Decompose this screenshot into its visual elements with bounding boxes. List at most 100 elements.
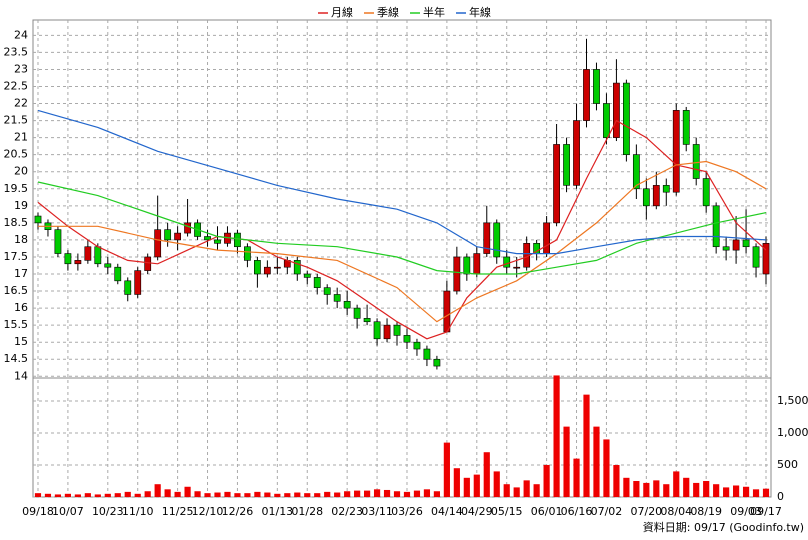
y-tick-label: 16.5 [4,284,29,297]
volume-bar [483,452,490,497]
candle-body [672,110,680,193]
legend-label: 月線 [331,5,353,19]
candle-body [363,318,371,323]
y-tick-label: 20 [14,165,28,178]
x-tick-label: 07/20 [630,505,662,518]
ma-line [37,109,767,255]
y-tick-label: 18.5 [4,216,29,229]
y-tick-label: 17.5 [4,250,29,263]
volume-bar [314,493,321,497]
candle-body [483,222,491,254]
y2-tick-label: 500 [777,458,798,471]
volume-bar [533,484,540,497]
candle-body [603,103,610,138]
x-tick-label: 11/10 [122,505,154,518]
volume-bar [34,493,42,497]
volume-bar [613,465,620,497]
volume-bar [124,491,131,497]
x-tick-label: 08/19 [690,505,722,518]
volume-bar [673,471,680,497]
x-tick-label: 06/16 [561,505,593,518]
ma-line [37,119,767,340]
volume-bar [214,492,221,497]
volume-bar [364,490,371,497]
y-tick-label: 14 [14,369,28,382]
volume-bar [224,491,231,497]
y-tick-label: 15.5 [4,318,29,331]
candle-body [413,341,421,350]
y2-tick-label: 1,000 [777,426,808,439]
volume-bar [433,491,440,497]
candle-body [333,294,341,302]
volume-bar [623,477,630,497]
volume-bar [134,493,141,497]
candle-body [593,69,600,104]
candle-body [323,287,331,295]
volume-bar [553,375,560,497]
x-tick-label: 11/25 [162,505,194,518]
candle-body [154,229,162,258]
legend-label: 年線 [469,5,491,19]
candle-body [642,188,650,207]
candle-body [443,290,451,333]
candle-body [762,243,770,275]
candle-body [702,178,710,207]
y-tick-label: 21 [14,131,28,144]
candle-body [94,246,102,265]
volume-bar [663,484,670,497]
volume-bar [144,491,151,497]
y-tick-label: 16 [14,301,28,314]
x-tick-label: 06/01 [531,505,563,518]
volume-bar [633,481,640,497]
y-tick-label: 14.5 [4,352,29,365]
volume-bar [204,493,211,497]
candle-body [373,321,381,340]
y-tick-label: 19.5 [4,182,29,195]
x-tick-label: 01/28 [291,505,323,518]
candle-body [214,239,221,244]
candle-body [682,110,690,145]
y-tick-label: 23.5 [4,45,29,58]
candle-body [742,239,750,248]
candle-body [293,260,301,275]
candle-body [503,256,511,268]
x-tick-label: 04/29 [461,505,493,518]
candle-body [353,307,361,319]
candle-body [662,185,670,193]
volume-bar [184,486,191,497]
volume-bar [752,489,760,497]
volume-bar [234,493,241,497]
volume-bar [413,490,421,497]
ma-line [38,160,767,323]
volume-bar [513,487,520,497]
candle-body [144,256,152,271]
volume-bar [543,465,550,497]
legend-label: 半年 [423,5,445,19]
volume-bar [244,493,251,497]
candle-body [273,266,281,269]
volume-bar [74,494,81,497]
volume-bar [443,442,450,497]
candle-body [254,260,261,275]
volume-bar [44,493,52,497]
candle-body [732,239,740,251]
x-tick-label: 02/23 [331,505,363,518]
volume-bar [104,493,111,497]
y2-tick-label: 0 [777,490,784,503]
volume-bar [463,477,470,497]
candle-body [234,232,241,248]
candle-body [543,222,550,254]
volume-bar [523,480,530,497]
volume-bar [164,489,171,497]
candle-body [244,246,251,261]
x-tick-label: 07/02 [591,505,623,518]
y2-tick-label: 1,500 [777,394,808,407]
candle-body [124,280,132,295]
candle-body [393,324,401,336]
x-tick-label: 10/07 [52,505,84,518]
volume-bar [453,468,460,497]
candle-body [573,120,580,186]
candle-body [463,256,471,275]
candle-body [553,144,560,224]
